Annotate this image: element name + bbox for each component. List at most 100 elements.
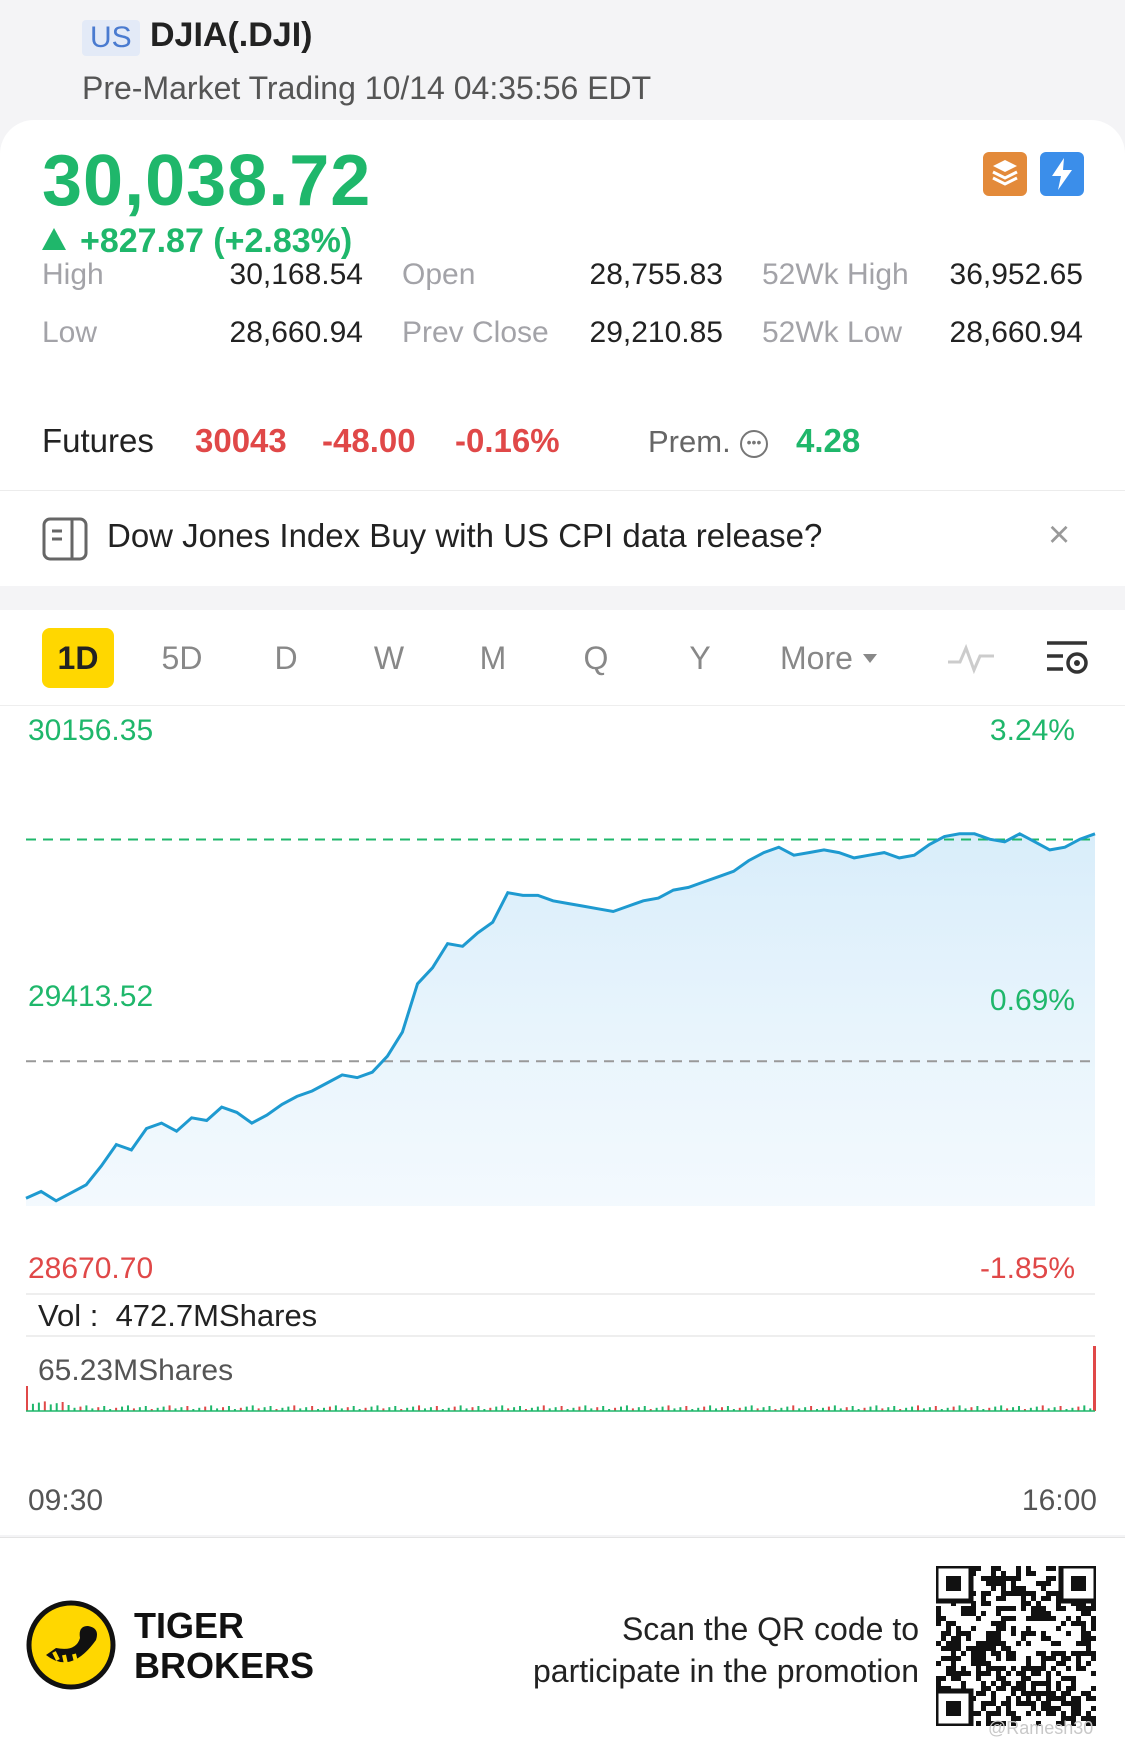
tab-w[interactable]: W	[373, 640, 405, 676]
volume-bar	[109, 1409, 112, 1411]
futures-label[interactable]: Futures	[42, 422, 154, 459]
promo-line-1: Scan the QR code to	[621, 1611, 919, 1647]
volume-bar	[495, 1406, 498, 1411]
level-a-layers-icon[interactable]	[983, 152, 1027, 196]
volume-bar	[251, 1405, 254, 1411]
tab-q[interactable]: Q	[583, 640, 609, 676]
volume-bar	[459, 1405, 462, 1411]
volume-bar	[584, 1405, 587, 1411]
volume-bar	[578, 1406, 581, 1411]
volume-bar	[608, 1409, 611, 1411]
volume-bar	[513, 1407, 516, 1411]
volume-bar	[720, 1407, 723, 1411]
volume-bar	[198, 1407, 201, 1411]
volume-bar	[233, 1409, 236, 1411]
volume-bar	[49, 1404, 52, 1411]
volume-bar	[958, 1405, 961, 1411]
volume-bar	[964, 1408, 967, 1411]
volume-bar	[810, 1406, 813, 1411]
volume-bar	[91, 1408, 94, 1411]
volume-bar	[851, 1406, 854, 1411]
ticker-title: DJIA(.DJI)	[150, 16, 313, 54]
news-banner[interactable]: Dow Jones Index Buy with US CPI data rel…	[0, 490, 1125, 586]
futures-price: 30043	[195, 422, 287, 459]
volume-bar	[370, 1406, 373, 1411]
volume-bar	[798, 1408, 801, 1411]
volume-bar	[899, 1409, 902, 1411]
qr-code[interactable]	[936, 1566, 1096, 1726]
volume-bar	[317, 1409, 320, 1411]
volume-bar	[530, 1407, 533, 1411]
volume-bar	[952, 1406, 955, 1411]
futures-percent: -0.16%	[455, 422, 560, 459]
stat-52wk-low-label: 52Wk Low	[762, 316, 903, 349]
volume-bar	[465, 1408, 468, 1411]
volume-bar	[917, 1405, 919, 1411]
volume-bar	[239, 1407, 242, 1411]
chart-panel: 1D 5D D W M Q Y More	[0, 610, 1125, 1535]
stat-52wk-high-label: 52Wk High	[762, 258, 909, 291]
tab-d[interactable]: D	[274, 640, 298, 676]
y-axis-top-percent: 3.24%	[989, 714, 1075, 747]
quote-header: US DJIA(.DJI) Pre-Market Trading 10/14 0…	[0, 0, 1125, 120]
tab-more[interactable]: More	[780, 628, 877, 688]
volume-bar	[637, 1407, 640, 1411]
volume-bar	[471, 1407, 474, 1411]
volume-bar	[311, 1406, 314, 1411]
volume-bar	[821, 1407, 824, 1411]
volume-bar	[661, 1406, 664, 1411]
volume-bar	[222, 1407, 225, 1411]
volume-total: 472.7MShares	[115, 1298, 318, 1333]
volume-bar	[180, 1407, 183, 1411]
volume-bar	[750, 1405, 753, 1411]
volume-bar	[477, 1406, 480, 1411]
volume-bar	[144, 1406, 147, 1411]
chart-settings-icon[interactable]	[1045, 638, 1091, 678]
volume-bar	[388, 1407, 391, 1411]
banner-headline[interactable]: Dow Jones Index Buy with US CPI data rel…	[107, 517, 823, 554]
volume-bar	[1089, 1408, 1092, 1411]
volume-bar	[186, 1406, 189, 1411]
tab-5d[interactable]: 5D	[161, 640, 203, 676]
volume-bar	[715, 1408, 718, 1411]
intraday-chart[interactable]	[0, 706, 1125, 1486]
volume-bar	[542, 1405, 545, 1411]
volume-bar	[875, 1405, 878, 1411]
volume-bar	[323, 1407, 325, 1411]
line-chart-icon[interactable]	[946, 640, 996, 676]
promo-text: Scan the QR code to participate in the p…	[533, 1608, 919, 1692]
brand-line-2: BROKERS	[134, 1645, 315, 1686]
volume-bar	[507, 1408, 510, 1411]
volume-bar	[227, 1406, 230, 1411]
stat-low-value: 28,660.94	[229, 316, 363, 349]
volume-bar	[257, 1408, 260, 1411]
volume-bar	[928, 1407, 931, 1411]
promo-footer: TIGER BROKERS Scan the QR code to partic…	[0, 1537, 1125, 1753]
volume-bar	[655, 1407, 658, 1411]
volume-bar	[827, 1406, 830, 1411]
period-tabs: 1D 5D D W M Q Y More	[0, 610, 1125, 706]
tab-1d[interactable]: 1D	[42, 628, 114, 688]
tab-y[interactable]: Y	[689, 640, 711, 676]
volume-bar	[376, 1405, 379, 1411]
tab-more-label: More	[780, 640, 853, 676]
volume-bar	[79, 1406, 82, 1411]
flash-lightning-icon[interactable]	[1040, 152, 1084, 196]
close-icon[interactable]: ×	[1048, 514, 1071, 556]
volume-bar	[287, 1406, 290, 1411]
volume-bar	[602, 1406, 605, 1411]
volume-bar	[400, 1409, 403, 1411]
more-info-icon[interactable]: •••	[740, 430, 768, 458]
volume-bar	[881, 1408, 884, 1411]
volume-bar	[299, 1408, 302, 1411]
volume-bar	[328, 1406, 331, 1411]
document-icon	[42, 517, 88, 561]
volume-bar	[625, 1405, 628, 1411]
volume-bar	[269, 1406, 272, 1411]
volume-bar	[55, 1403, 58, 1411]
volume-bar	[150, 1409, 153, 1411]
volume-bar	[524, 1409, 527, 1411]
volume-bar	[679, 1407, 682, 1411]
volume-bar	[869, 1406, 872, 1411]
tab-m[interactable]: M	[479, 640, 507, 676]
